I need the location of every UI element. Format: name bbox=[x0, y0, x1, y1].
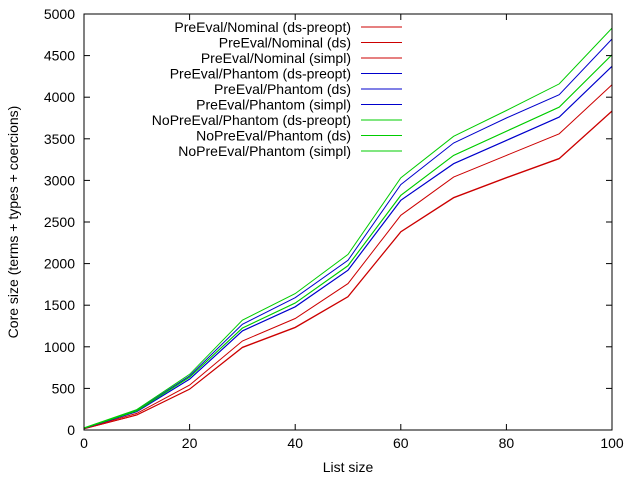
axis-ticks: 0 20 40 60 80 1000500100015002000250030003500… bbox=[44, 6, 624, 451]
y-tick-label: 3000 bbox=[44, 172, 75, 188]
x-tick-label: 0 bbox=[80, 435, 88, 451]
series-line-3 bbox=[83, 110, 613, 430]
y-tick-label: 5000 bbox=[44, 6, 75, 22]
x-tick-label: 100 bbox=[600, 435, 624, 451]
x-axis-label: List size bbox=[323, 459, 374, 475]
y-tick-label: 3500 bbox=[44, 131, 75, 147]
y-tick-label: 1000 bbox=[44, 339, 75, 355]
legend-label: NoPreEval/Phantom (simpl) bbox=[178, 143, 351, 159]
legend-label: PreEval/Nominal (simpl) bbox=[201, 50, 351, 66]
y-tick-label: 2000 bbox=[44, 256, 75, 272]
legend-label: NoPreEval/Phantom (ds) bbox=[196, 128, 351, 144]
series-line-4 bbox=[83, 38, 613, 429]
y-tick-label: 500 bbox=[52, 380, 76, 396]
x-tick-label: 40 bbox=[287, 435, 303, 451]
y-tick-label: 1500 bbox=[44, 297, 75, 313]
series-line-6 bbox=[83, 65, 613, 429]
legend-label: PreEval/Nominal (ds-preopt) bbox=[174, 19, 351, 35]
series-layer bbox=[83, 27, 613, 430]
legend-label: PreEval/Phantom (ds) bbox=[214, 81, 351, 97]
y-tick-label: 4000 bbox=[44, 89, 75, 105]
series-line-7 bbox=[83, 27, 613, 429]
legend-label: PreEval/Phantom (ds-preopt) bbox=[170, 66, 351, 82]
legend-label: NoPreEval/Phantom (ds-preopt) bbox=[152, 112, 351, 128]
legend-label: PreEval/Phantom (simpl) bbox=[196, 97, 351, 113]
legend: PreEval/Nominal (ds-preopt)PreEval/Nomin… bbox=[152, 19, 402, 159]
y-tick-label: 0 bbox=[67, 422, 75, 438]
y-tick-label: 4500 bbox=[44, 48, 75, 64]
x-tick-label: 80 bbox=[499, 435, 515, 451]
series-line-9 bbox=[83, 54, 613, 429]
x-tick-label: 60 bbox=[393, 435, 409, 451]
x-tick-label: 20 bbox=[182, 435, 198, 451]
series-line-1 bbox=[83, 84, 613, 429]
y-tick-label: 2500 bbox=[44, 214, 75, 230]
legend-label: PreEval/Nominal (ds) bbox=[219, 35, 351, 51]
y-axis-label: Core size (terms + types + coercions) bbox=[5, 106, 21, 339]
